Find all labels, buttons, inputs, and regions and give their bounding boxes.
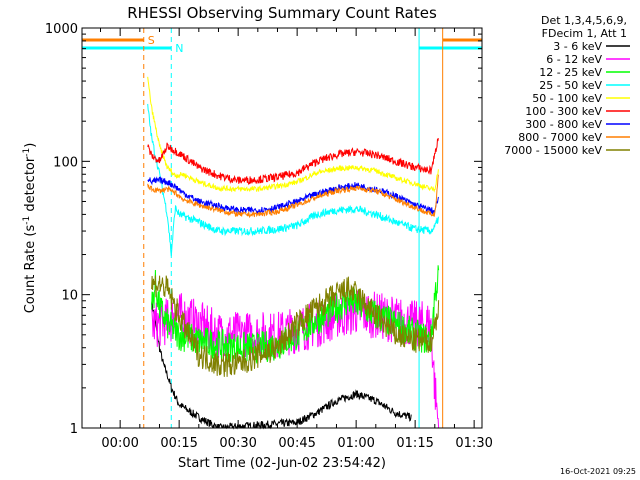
y-axis-label-end: ) bbox=[23, 143, 38, 148]
flag-label-n: N bbox=[175, 42, 183, 55]
series-line bbox=[147, 138, 439, 186]
timestamp: 16-Oct-2021 09:25 bbox=[560, 467, 636, 476]
legend: Det 1,3,4,5,6,9, FDecim 1, Att 1 3 - 6 k… bbox=[504, 14, 630, 157]
plot-frame bbox=[81, 27, 483, 429]
y-axis-label-mid: detector bbox=[23, 156, 38, 216]
ticks: 00:00 00:15 00:30 00:45 01:00 01:15 01:30 1 10 10… bbox=[45, 22, 493, 451]
x-tick-label: 01:15 bbox=[396, 436, 433, 451]
legend-entry: 12 - 25 keV bbox=[539, 66, 602, 79]
legend-header-2: FDecim 1, Att 1 bbox=[542, 27, 627, 40]
legend-entry: 100 - 300 keV bbox=[525, 105, 602, 118]
x-tick-label: 00:15 bbox=[160, 436, 197, 451]
axes bbox=[81, 27, 483, 429]
series-line bbox=[147, 174, 439, 219]
series-line bbox=[147, 103, 439, 257]
series-line bbox=[147, 76, 439, 193]
x-tick-label: 00:00 bbox=[101, 436, 138, 451]
legend-header-1: Det 1,3,4,5,6,9, bbox=[541, 14, 627, 27]
chart-title: RHESSI Observing Summary Count Rates bbox=[127, 4, 437, 22]
y-tick-label: 10 bbox=[61, 289, 78, 304]
marker-lines bbox=[143, 28, 483, 428]
y-axis-label-main: Count Rate (s bbox=[23, 225, 38, 314]
y-axis-label-sup2: -1 bbox=[22, 148, 32, 157]
flag-bars: SN bbox=[82, 34, 482, 55]
y-tick-label: 100 bbox=[53, 155, 78, 170]
legend-entry: 800 - 7000 keV bbox=[518, 131, 602, 144]
series-line bbox=[151, 290, 440, 429]
series-line bbox=[151, 275, 440, 377]
series-line bbox=[151, 265, 440, 364]
x-axis-label: Start Time (02-Jun-02 23:54:42) bbox=[178, 456, 386, 471]
legend-entry: 300 - 800 keV bbox=[525, 118, 602, 131]
x-tick-label: 00:45 bbox=[278, 436, 315, 451]
x-tick-label: 01:00 bbox=[337, 436, 374, 451]
x-tick-label: 00:30 bbox=[219, 436, 256, 451]
series-lines bbox=[147, 76, 440, 430]
legend-entry: 25 - 50 keV bbox=[539, 79, 602, 92]
series-line bbox=[151, 300, 412, 430]
y-axis-label-sup1: -1 bbox=[22, 216, 32, 225]
legend-entry: 3 - 6 keV bbox=[553, 40, 602, 53]
y-tick-label: 1 bbox=[70, 422, 78, 437]
y-tick-label: 1000 bbox=[45, 22, 78, 37]
y-axis-label: Count Rate (s-1 detector-1) bbox=[22, 143, 38, 314]
legend-entry: 6 - 12 keV bbox=[546, 53, 602, 66]
flag-label-s: S bbox=[148, 34, 155, 47]
x-tick-label: 01:30 bbox=[455, 436, 492, 451]
legend-entry: 50 - 100 keV bbox=[532, 92, 602, 105]
legend-entry: 7000 - 15000 keV bbox=[504, 144, 602, 157]
